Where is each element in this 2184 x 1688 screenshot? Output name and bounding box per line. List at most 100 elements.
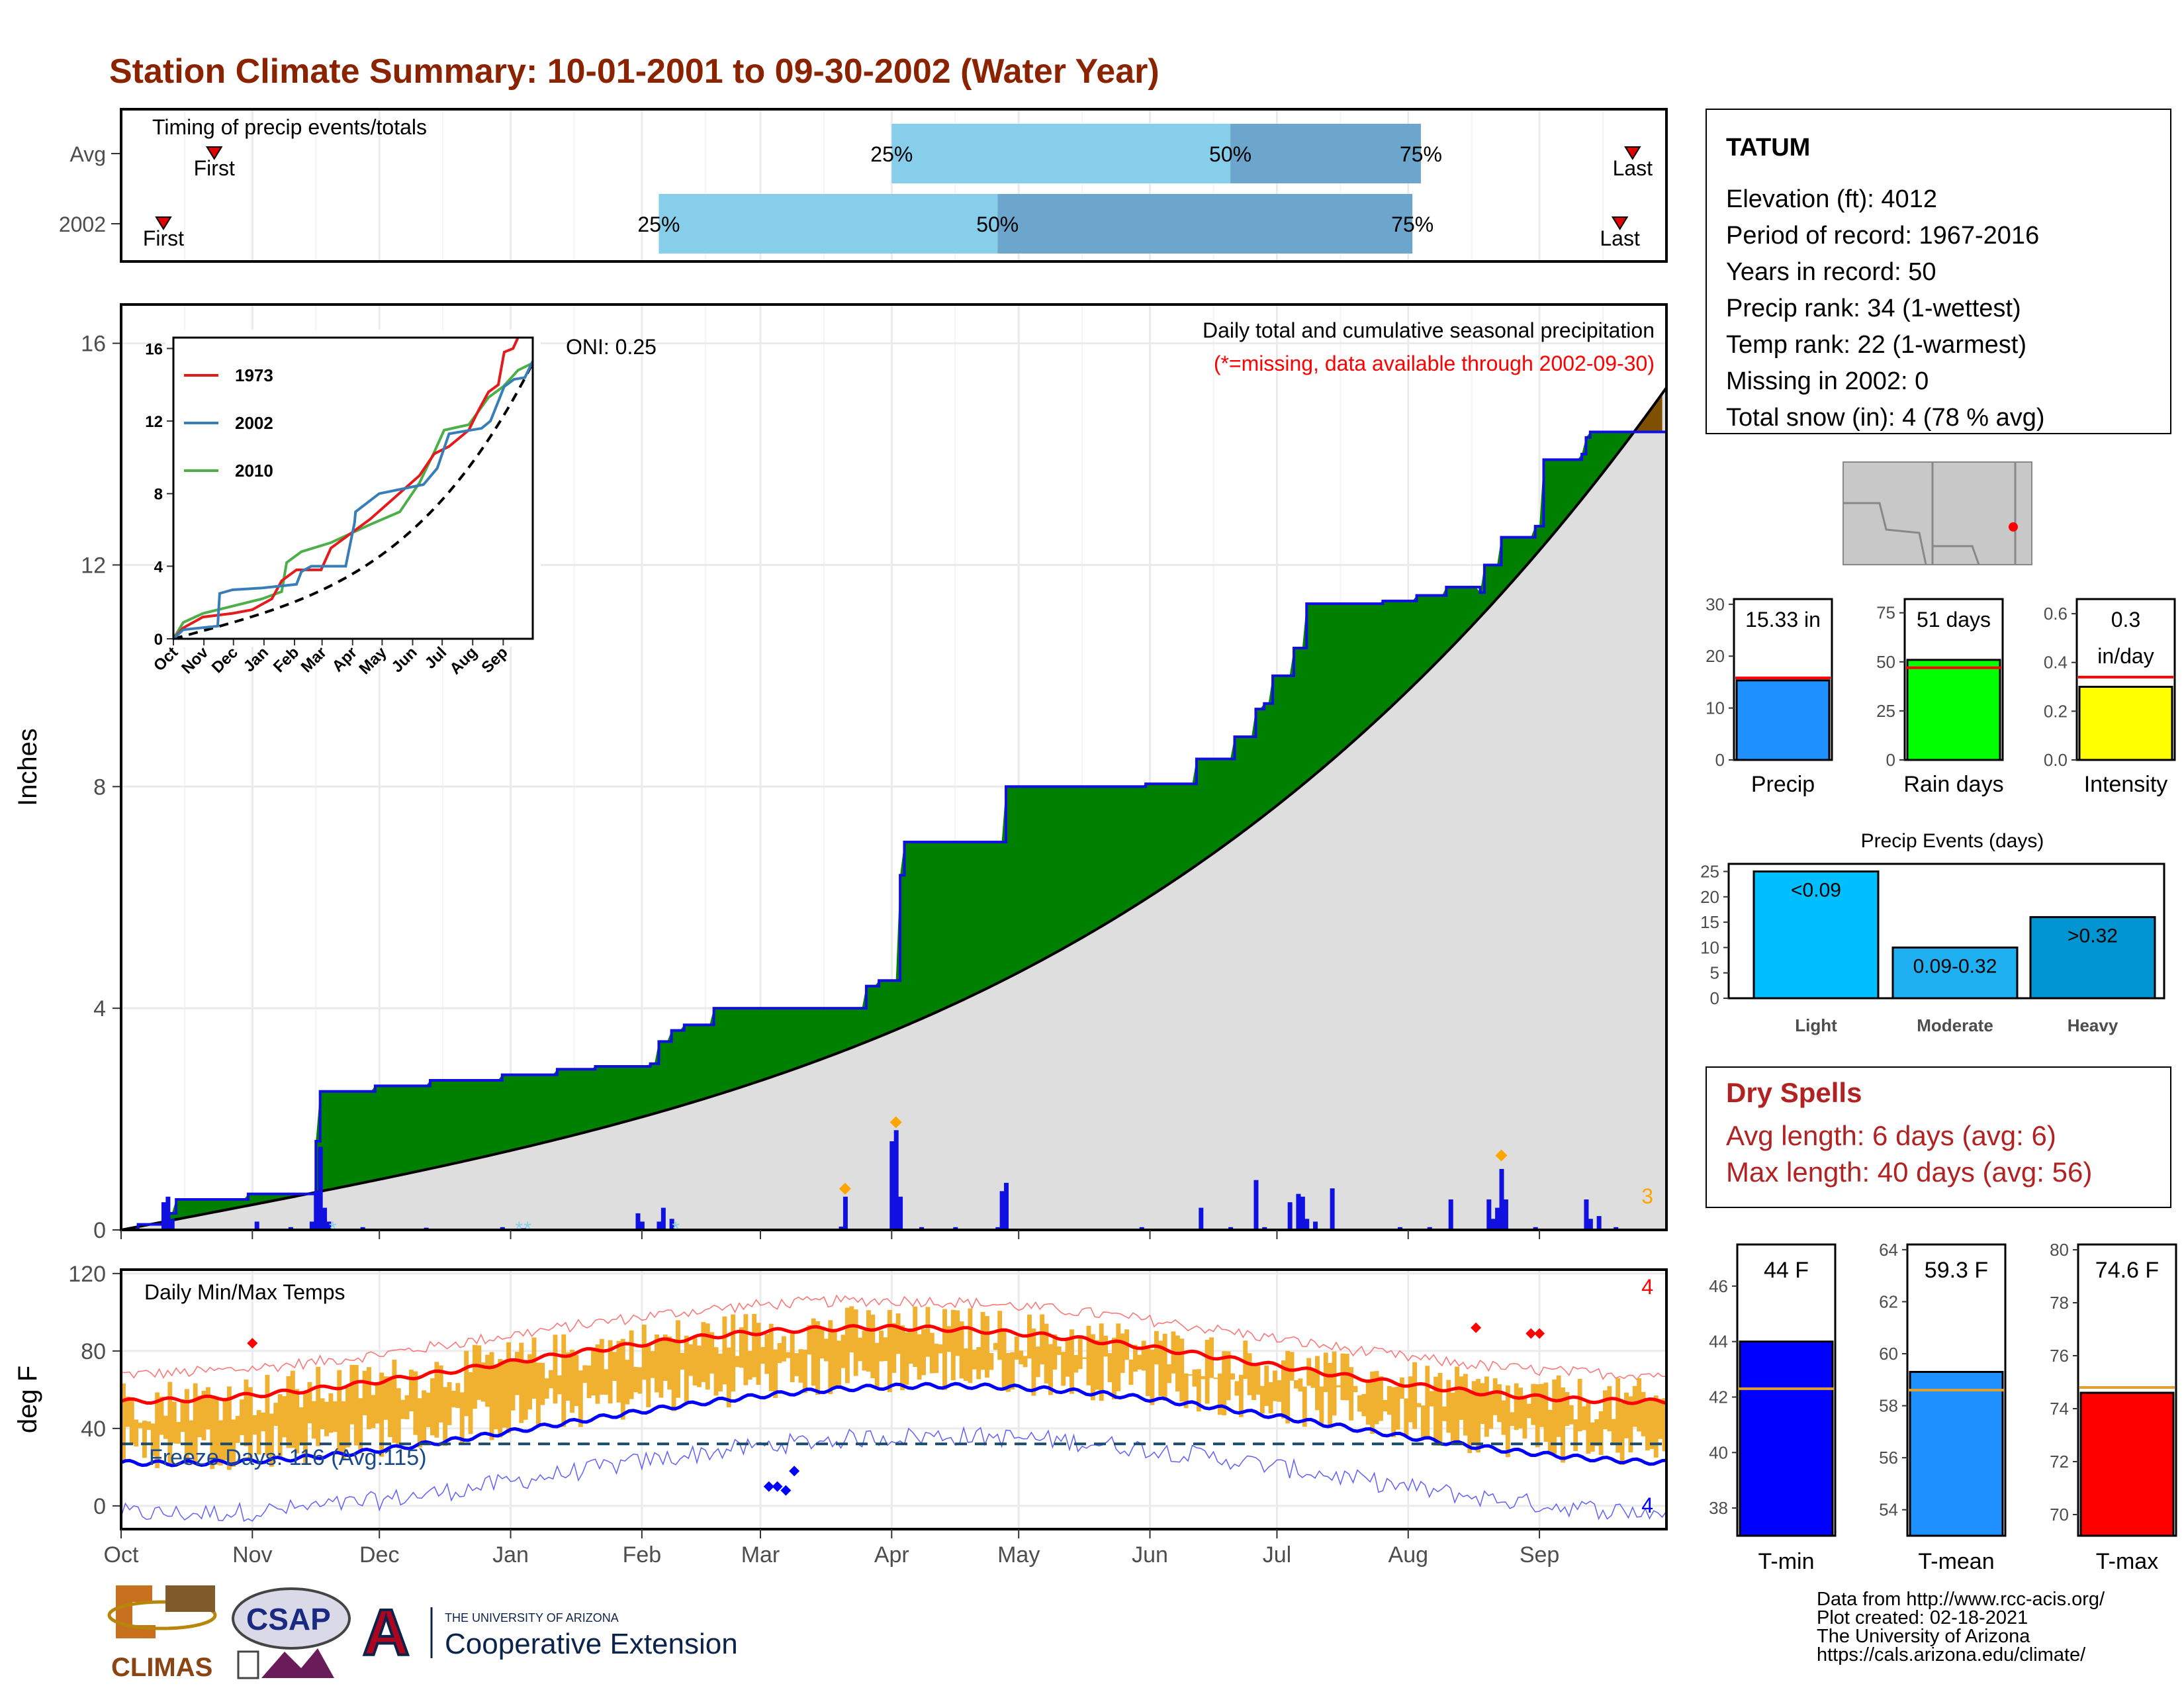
timing-bar-25-50 [659,194,998,254]
daily-temp-bar [1611,1419,1616,1444]
daily-temp-bar [655,1334,659,1393]
daily-temp-bar [887,1310,892,1393]
daily-temp-bar [1459,1376,1464,1420]
daily-temp-bar [1357,1395,1362,1412]
daily-temp-bar [1213,1378,1218,1380]
daily-temp-bar [273,1403,279,1427]
daily-temp-bar [891,1323,897,1373]
station-info-box: TATUM Elevation (ft): 4012 Period of rec… [1706,109,2171,434]
daily-temp-bar [180,1399,185,1432]
daily-temp-bar [1404,1398,1409,1437]
daily-temp-bar [1294,1380,1298,1389]
daily-temp-bar [591,1349,596,1395]
temp-bar-y-tick-label: 80 [2050,1240,2069,1260]
daily-temp-bar [659,1340,664,1398]
inset-legend-label: 2010 [235,461,273,481]
station-line: Total snow (in): 4 (78 % avg) [1726,404,2045,432]
daily-temp-bar [870,1314,876,1378]
daily-temp-bar [980,1311,985,1370]
daily-temp-bar [455,1383,461,1409]
daily-temp-bar [392,1359,397,1443]
timing-bar-50-75 [997,194,1413,254]
summary-bar-unit-label: in/day [2097,644,2154,668]
daily-precip-bar [288,1227,293,1230]
daily-temp-bar [134,1419,139,1447]
daily-temp-bar [1162,1333,1167,1401]
daily-temp-bar [697,1345,702,1387]
daily-temp-bar [1222,1351,1227,1416]
events-y-tick-label: 5 [1710,963,1719,983]
timing-row-label: 2002 [59,212,106,236]
daily-precip-bar [360,1227,365,1230]
daily-temp-bar [1565,1391,1570,1427]
daily-precip-bar [1584,1199,1589,1230]
daily-temp-bar [298,1407,304,1446]
daily-temp-bar [578,1370,583,1427]
daily-temp-bar [1120,1333,1125,1374]
record-high-count: 4 [1641,1275,1653,1299]
daily-temp-bar [531,1337,537,1399]
daily-temp-bar [747,1350,752,1380]
daily-precip-bar [995,1227,1001,1230]
daily-temp-bar [1146,1347,1151,1397]
daily-precip-bar [1199,1207,1204,1230]
timing-panel: Timing of precip events/totals 25% 50% 75% F… [59,108,1668,263]
daily-precip-bar [1330,1188,1335,1230]
daily-temp-bar [549,1370,554,1389]
daily-temp-bar [125,1396,130,1427]
summary-y-tick-label: 20 [1706,646,1725,666]
daily-temp-bar [1310,1368,1316,1388]
daily-record-marker [1495,1149,1508,1162]
daily-temp-bar [337,1370,342,1453]
temp-bar-y-tick-label: 72 [2050,1452,2069,1472]
record-count-label: 3 [1641,1184,1653,1208]
month-tick-label: Feb [623,1542,662,1568]
daily-temp-bar [353,1365,359,1446]
summary-bar-value-label: 51 days [1917,608,1991,632]
precip-plot-border [120,303,1668,1231]
daily-temp-bar [1137,1354,1142,1370]
daily-temp-bar [523,1362,528,1420]
daily-temp-bar [367,1367,371,1430]
daily-precip-bar [635,1213,641,1230]
daily-temp-bar [477,1345,482,1400]
dry-spells-box: Dry Spells Avg length: 6 days (avg: 6) M… [1706,1066,2171,1208]
daily-temp-bar [646,1344,651,1407]
daily-temp-bar [879,1331,884,1362]
event-bar-range-label: 0.09-0.32 [1913,955,1997,977]
daily-temp-bar [240,1399,245,1436]
daily-temp-bar [722,1316,727,1385]
daily-temp-bar [921,1329,926,1376]
daily-temp-bar [900,1325,905,1391]
daily-temp-bar [756,1323,761,1385]
daily-temp-bar [1090,1334,1095,1401]
daily-temp-bar [426,1392,431,1427]
daily-temp-bar [1319,1386,1324,1424]
daily-precip-bar [254,1221,259,1230]
daily-temp-bar [502,1360,507,1428]
daily-temp-bar [1628,1396,1633,1453]
last-event-label: Last [1600,226,1640,250]
daily-temp-bar [1501,1400,1506,1435]
daily-temp-bar [1446,1380,1451,1433]
timing-pct-label: 25% [637,212,680,236]
daily-temp-bar [1150,1349,1155,1405]
daily-temp-bar [676,1320,680,1398]
daily-temp-bar [811,1318,816,1386]
daily-temp-bar [1107,1353,1113,1382]
daily-temp-bar [862,1330,867,1371]
daily-temp-bar [913,1306,918,1368]
precip-y-tick-label: 0 [93,1218,106,1243]
daily-temp-bar [540,1362,545,1405]
daily-temp-bar [989,1353,994,1370]
daily-temp-bar [1259,1385,1265,1414]
daily-temp-bar [286,1376,291,1448]
record-high-marker [1534,1328,1545,1339]
month-tick-label: Jun [1132,1542,1168,1568]
daily-temp-bar [417,1398,422,1448]
temperature-panel: 0 40 80 120 deg F Daily Min/Max Temps Freeze D… [13,1262,1668,1568]
daily-temp-bar [1514,1383,1519,1430]
daily-temp-bar [176,1422,181,1444]
daily-temp-bar [256,1410,261,1455]
